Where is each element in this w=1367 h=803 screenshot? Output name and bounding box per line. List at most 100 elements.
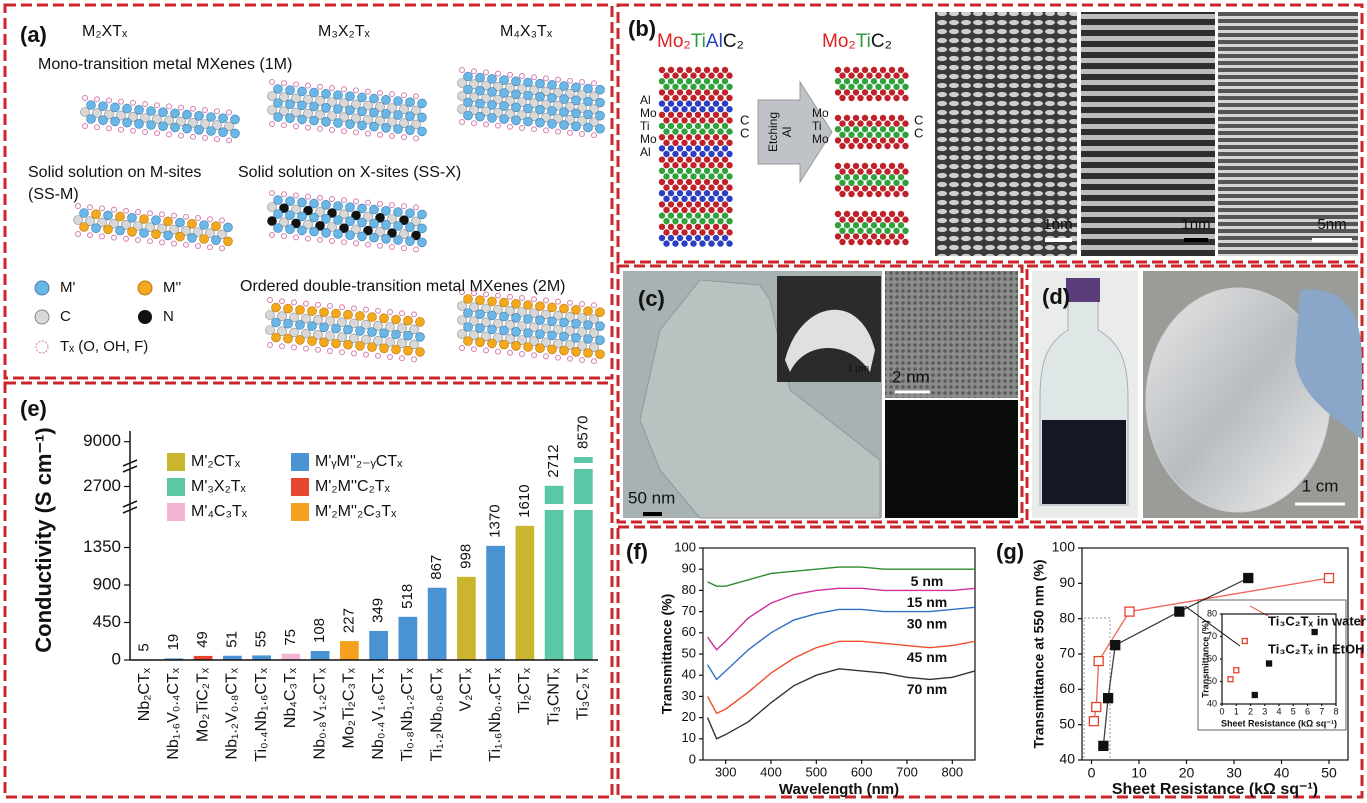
atom	[703, 100, 711, 107]
atom	[547, 344, 557, 355]
atom	[861, 126, 869, 133]
atom	[591, 80, 597, 87]
atom	[663, 150, 670, 158]
atom	[381, 220, 391, 230]
atom	[658, 89, 666, 96]
atom	[708, 117, 715, 124]
atom	[658, 167, 666, 174]
micrograph	[1081, 12, 1215, 256]
atom	[663, 72, 670, 79]
atom	[369, 107, 379, 118]
atom	[387, 354, 393, 360]
atom	[139, 214, 149, 224]
atom	[319, 337, 329, 348]
atom	[469, 302, 479, 313]
atom	[703, 89, 711, 96]
atom	[681, 150, 688, 158]
atom	[694, 89, 702, 96]
atom	[405, 97, 415, 107]
atom	[672, 117, 679, 124]
value-label: 75	[282, 629, 299, 646]
atom	[381, 123, 391, 133]
atom	[857, 190, 864, 198]
atom	[487, 324, 497, 335]
atom	[417, 98, 427, 109]
legend-swatch	[35, 340, 49, 354]
atom	[281, 122, 287, 129]
atom	[583, 122, 593, 133]
atom	[712, 145, 720, 152]
atom	[834, 174, 842, 181]
atom	[893, 120, 900, 127]
atom	[699, 72, 706, 79]
atom	[307, 321, 317, 331]
atom	[295, 320, 305, 330]
atom	[339, 223, 349, 233]
atom	[879, 185, 887, 192]
line	[706, 640, 976, 715]
atom	[297, 100, 307, 111]
panel-border	[3, 3, 614, 380]
value-label: 49	[194, 631, 211, 648]
atom	[181, 226, 191, 236]
atom	[843, 137, 851, 144]
atom	[267, 216, 277, 226]
atom	[98, 101, 108, 111]
atom	[285, 99, 295, 109]
bar	[164, 658, 184, 660]
atom	[157, 223, 167, 234]
atom	[848, 168, 855, 175]
atom	[357, 106, 367, 117]
atom	[658, 212, 666, 219]
atom	[301, 313, 311, 324]
atom	[852, 137, 860, 144]
atom	[848, 120, 855, 127]
atom	[721, 145, 729, 152]
atom	[106, 97, 112, 104]
atom	[721, 223, 729, 230]
atom	[351, 350, 357, 357]
atom	[499, 75, 509, 85]
atom	[463, 308, 473, 318]
atom	[499, 101, 509, 111]
atom	[703, 167, 711, 174]
atom	[870, 185, 878, 192]
atom	[712, 201, 720, 208]
x-tick-label: Ti₃CNTₓ	[545, 667, 562, 725]
atom	[595, 123, 605, 134]
atom	[681, 173, 688, 180]
atom	[852, 222, 860, 229]
atom	[279, 217, 289, 227]
formula: M₃X₂Tₓ	[318, 23, 371, 40]
atom	[195, 243, 201, 249]
layer-label: Mo	[640, 132, 657, 146]
atom	[708, 94, 715, 102]
atom	[681, 162, 688, 169]
bar	[486, 545, 505, 660]
atom	[92, 108, 102, 118]
atom	[411, 105, 421, 116]
scale-label: 1nm	[1181, 216, 1210, 233]
atom	[567, 77, 573, 84]
bar	[515, 525, 535, 660]
atom	[839, 120, 846, 127]
atom	[571, 108, 581, 119]
atom	[589, 104, 599, 114]
atom	[897, 162, 905, 170]
atom	[411, 216, 421, 227]
atom	[111, 206, 117, 213]
atom	[547, 316, 557, 327]
atom	[681, 139, 688, 146]
atom	[393, 124, 403, 134]
atom	[269, 121, 275, 127]
atom	[681, 72, 688, 79]
x-tick-label: 8	[1333, 707, 1338, 717]
atom	[843, 126, 851, 133]
atom	[507, 123, 513, 130]
atom	[690, 206, 697, 214]
atom	[351, 224, 361, 235]
atom	[104, 109, 114, 120]
atom	[331, 308, 341, 319]
caption: Ordered double-transition metal MXenes (…	[240, 278, 565, 295]
atom	[559, 331, 569, 342]
